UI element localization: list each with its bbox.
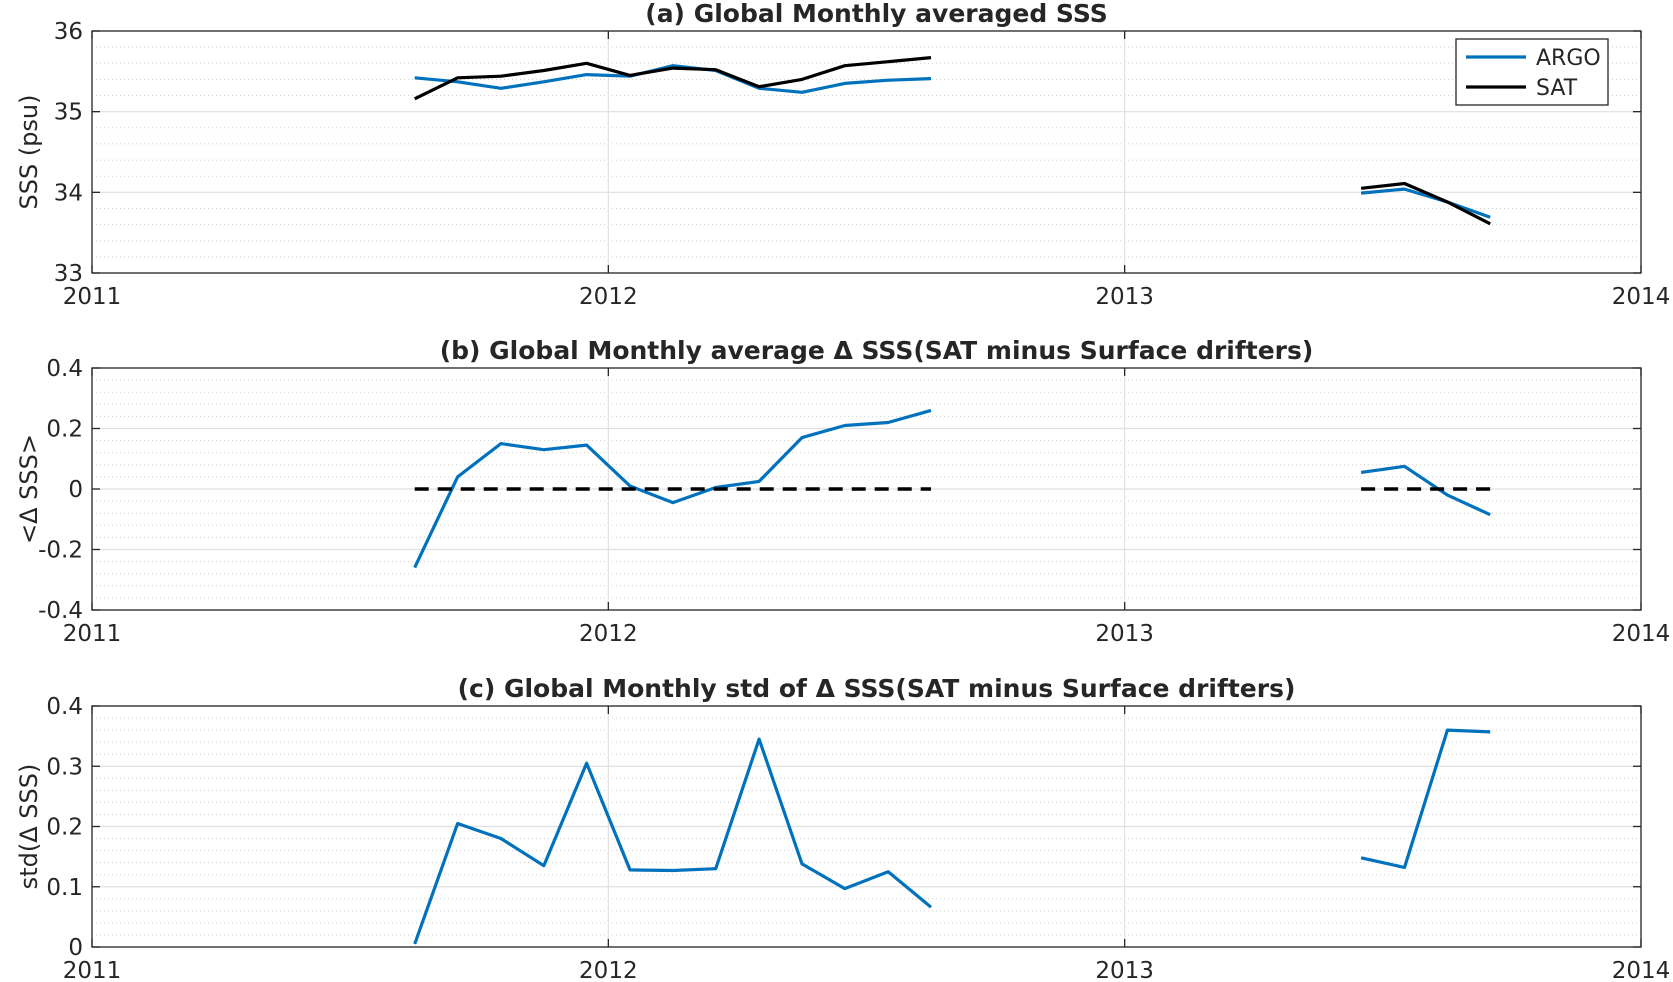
axes-frame bbox=[91, 30, 1642, 274]
y-tick-label: -0.2 bbox=[38, 538, 83, 564]
y-axis-label: SSS (psu) bbox=[15, 94, 43, 209]
panel-b: 2011 2012 2013 2014 -0.4 -0.2 0 0.2 0.4 (b) Globa… bbox=[15, 336, 1670, 647]
x-tick-label: 2013 bbox=[1095, 958, 1154, 982]
y-tick-label: 0 bbox=[68, 935, 83, 961]
x-tick-label: 2014 bbox=[1612, 284, 1671, 310]
y-tick-label: -0.4 bbox=[38, 598, 83, 624]
x-tick-label: 2014 bbox=[1612, 621, 1671, 647]
x-tick-label: 2012 bbox=[579, 958, 638, 982]
panel-title: (c) Global Monthly std of Δ SSS(SAT minu… bbox=[458, 674, 1296, 703]
y-tick-label: 36 bbox=[54, 19, 83, 45]
argo-series-line bbox=[414, 64, 932, 94]
x-tick-label: 2011 bbox=[63, 284, 122, 310]
y-tick-label: 0.1 bbox=[46, 875, 83, 901]
y-tick-label: 0.4 bbox=[46, 356, 83, 382]
y-tick-label: 33 bbox=[54, 261, 83, 287]
delta-series-line bbox=[413, 408, 932, 569]
legend-label-argo: ARGO bbox=[1536, 46, 1601, 71]
argo-series-line bbox=[1360, 187, 1491, 219]
x-tick-label: 2013 bbox=[1095, 284, 1154, 310]
y-tick-label: 35 bbox=[54, 100, 83, 126]
x-tick-label: 2014 bbox=[1612, 958, 1671, 982]
y-tick-label: 0 bbox=[68, 477, 83, 503]
y-tick-label: 34 bbox=[54, 180, 83, 206]
y-axis-label: std(Δ SSS) bbox=[15, 764, 43, 890]
sat-series-line bbox=[1360, 181, 1491, 226]
legend-box bbox=[1455, 38, 1609, 106]
y-tick-label: 0.4 bbox=[46, 694, 83, 720]
delta-series-line bbox=[1360, 464, 1491, 517]
panel-title: (a) Global Monthly averaged SSS bbox=[645, 0, 1107, 28]
x-tick-label: 2011 bbox=[63, 621, 122, 647]
sat-series-line bbox=[413, 56, 932, 101]
y-tick-label: 0.3 bbox=[46, 754, 83, 780]
y-tick-label: 0.2 bbox=[46, 417, 83, 443]
y-axis-label: <Δ SSS> bbox=[15, 434, 43, 544]
plot-area bbox=[92, 31, 1641, 273]
delta-series-line bbox=[413, 737, 933, 945]
x-tick-label: 2012 bbox=[579, 284, 638, 310]
y-tick-label: 0.2 bbox=[46, 815, 83, 841]
x-tick-label: 2013 bbox=[1095, 621, 1154, 647]
x-tick-label: 2012 bbox=[579, 621, 638, 647]
x-tick-label: 2011 bbox=[63, 958, 122, 982]
legend-label-sat: SAT bbox=[1536, 76, 1578, 101]
panel-a: 2011 2012 2013 2014 33 34 35 36 (a) Global Month… bbox=[15, 0, 1670, 310]
delta-series-line bbox=[1360, 728, 1491, 870]
panel-c: 2011 2012 2013 2014 0 0.1 0.2 0.3 0.4 (c) Global … bbox=[15, 674, 1670, 982]
panel-title: (b) Global Monthly average Δ SSS(SAT min… bbox=[440, 336, 1314, 365]
